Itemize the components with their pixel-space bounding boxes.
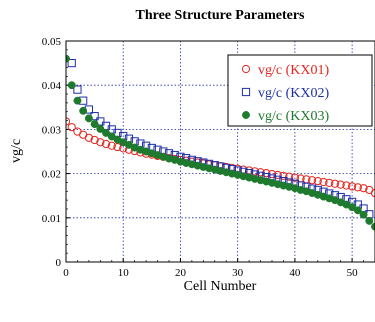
data-point (330, 179, 340, 188)
data-point (67, 81, 76, 90)
data-point (90, 135, 99, 145)
y-tick-label: 0.03 (42, 124, 62, 136)
y-tick-label: 0.05 (42, 36, 62, 48)
data-point (319, 177, 328, 187)
data-point (336, 180, 345, 189)
data-point (73, 96, 82, 105)
legend-marker-2 (241, 87, 251, 97)
data-point (90, 120, 99, 129)
data-point (96, 138, 105, 147)
data-point (67, 59, 76, 68)
data-point (359, 184, 368, 193)
legend-label-3: vg/c (KX03) (258, 109, 329, 124)
y-tick-label: 0.01 (42, 213, 61, 225)
data-point (353, 206, 362, 215)
data-point (79, 106, 88, 115)
x-tick-label: 0 (63, 267, 69, 279)
legend-marker-1 (241, 64, 251, 74)
legend-label-1: vg/c (KX01) (258, 63, 329, 78)
legend-box (227, 54, 373, 127)
chart-title: Three Structure Parameters (136, 8, 306, 23)
x-tick-label: 20 (175, 267, 187, 279)
y-axis-label: vg/c (9, 139, 24, 163)
x-tick-label: 30 (232, 267, 244, 279)
data-point (267, 169, 277, 179)
series-3 (66, 54, 375, 231)
legend: vg/c (KX01) vg/c (KX02) vg/c (KX03) (227, 54, 373, 127)
legend-marker-3 (242, 111, 250, 119)
y-tick-label: 0.04 (42, 80, 62, 92)
data-point (359, 210, 368, 219)
y-tick-label: 0.02 (42, 169, 61, 181)
legend-label-2: vg/c (KX02) (258, 86, 329, 101)
data-point (348, 182, 357, 191)
data-point (353, 183, 362, 192)
plot-frame (65, 40, 375, 263)
data-point (107, 141, 116, 150)
data-point (96, 125, 105, 133)
data-point (73, 85, 82, 94)
x-tick-label: 10 (118, 267, 130, 279)
data-point (325, 178, 334, 187)
data-point (371, 222, 375, 231)
x-tick-label: 50 (347, 267, 359, 279)
data-point (84, 114, 93, 123)
data-point (67, 123, 76, 132)
tick-labels: 0 10 20 30 40 50 0 0.01 0.02 0.03 0.04 0.05 (42, 36, 358, 279)
data-points (66, 54, 375, 231)
data-point (84, 133, 93, 142)
data-point (285, 172, 294, 181)
data-point (365, 216, 374, 225)
data-point (307, 176, 317, 185)
data-point (102, 128, 111, 137)
data-point (342, 181, 351, 190)
data-point (313, 177, 322, 186)
data-point (101, 139, 111, 149)
y-tick-label: 0 (56, 257, 62, 269)
x-tick-label: 40 (289, 267, 301, 279)
x-axis-label: Cell Number (184, 279, 257, 294)
data-point (66, 54, 70, 63)
data-point (290, 173, 299, 182)
